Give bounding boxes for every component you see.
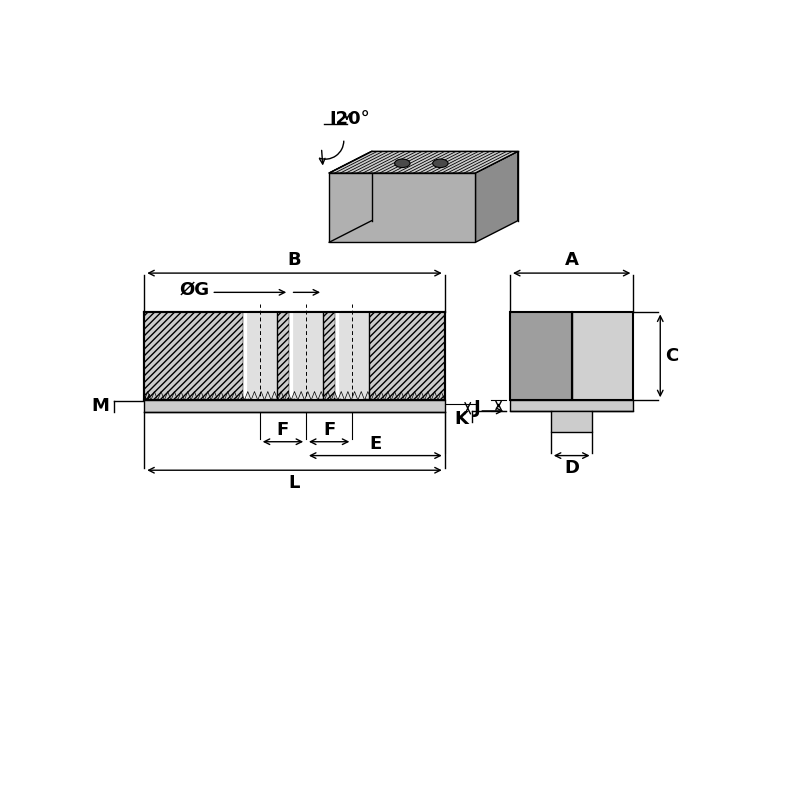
Bar: [335, 312, 369, 398]
Text: F: F: [277, 421, 289, 438]
Bar: [510, 400, 634, 411]
Text: M: M: [92, 398, 110, 415]
Text: F: F: [323, 421, 335, 438]
Bar: [289, 312, 323, 398]
Bar: [243, 312, 277, 398]
Text: K: K: [454, 410, 469, 428]
Polygon shape: [329, 151, 518, 173]
Text: A: A: [565, 251, 578, 270]
Text: ØG: ØG: [180, 280, 210, 298]
Text: B: B: [288, 251, 302, 270]
Bar: [144, 400, 445, 413]
Polygon shape: [475, 151, 518, 242]
Polygon shape: [329, 173, 475, 242]
Text: E: E: [370, 434, 382, 453]
Bar: [572, 311, 634, 400]
Text: C: C: [665, 347, 678, 365]
Ellipse shape: [394, 159, 410, 167]
Bar: [289, 312, 323, 398]
Bar: [551, 411, 593, 433]
Text: L: L: [289, 474, 300, 492]
Bar: [144, 311, 445, 400]
Bar: [335, 312, 369, 398]
Bar: [243, 312, 277, 398]
Text: I20°: I20°: [329, 110, 370, 128]
Ellipse shape: [433, 159, 448, 167]
Bar: [510, 311, 572, 400]
Text: J: J: [474, 399, 481, 418]
Text: D: D: [564, 459, 579, 478]
